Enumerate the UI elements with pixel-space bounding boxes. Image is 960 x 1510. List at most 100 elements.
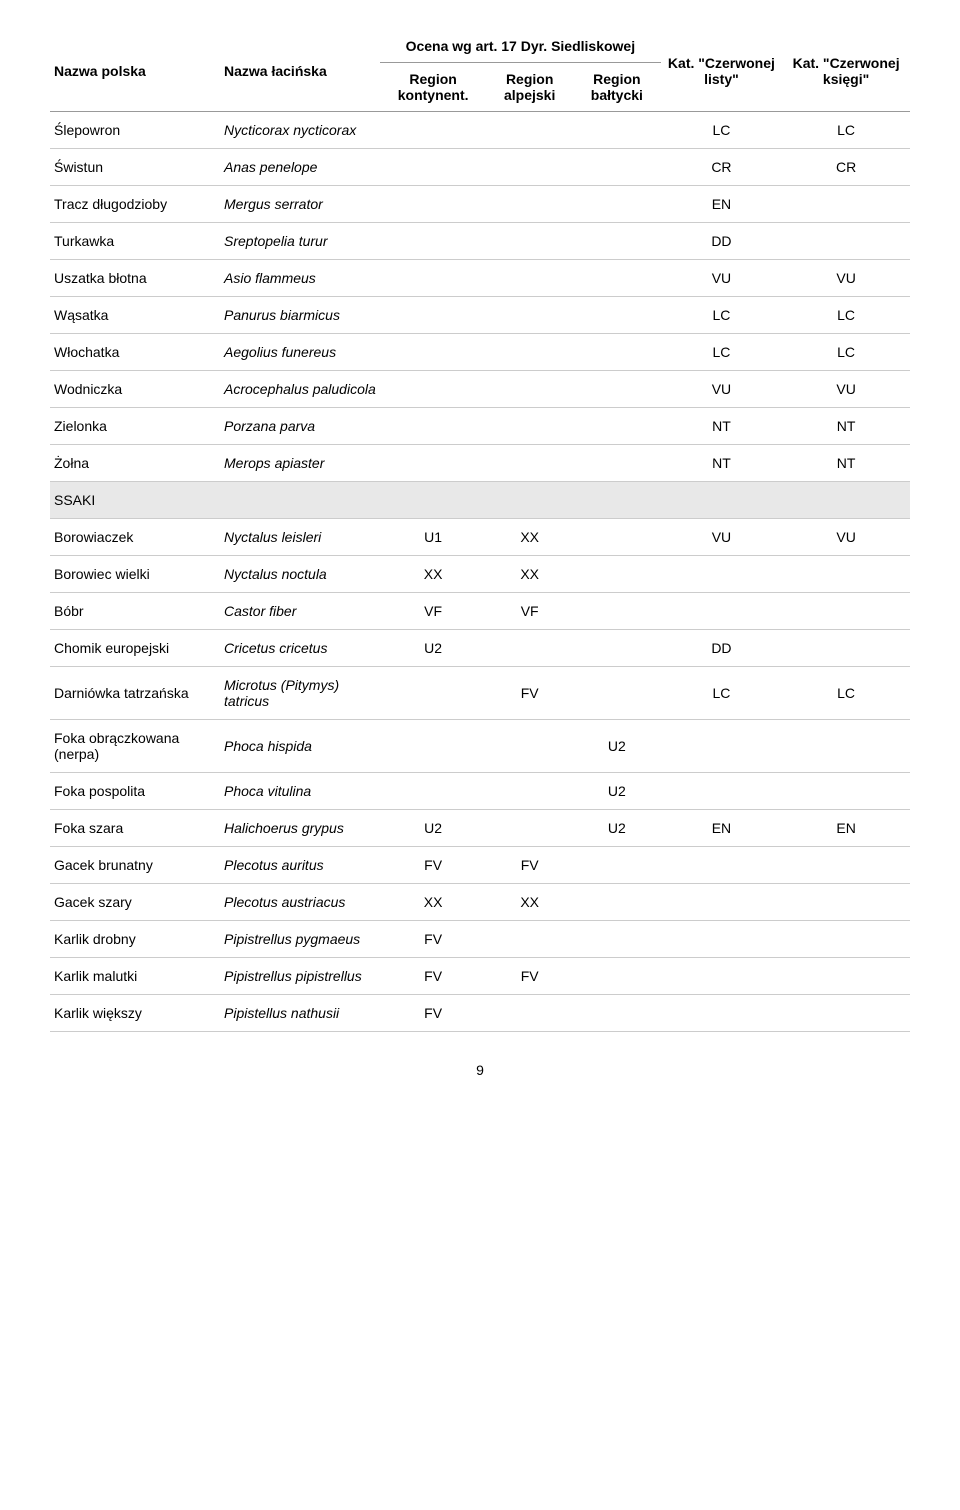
cell-name-la: Pipistrellus pipistrellus — [220, 958, 380, 995]
cell-red-book: VU — [782, 371, 910, 408]
cell-name-la: Anas penelope — [220, 149, 380, 186]
cell-name-pl: Żołna — [50, 445, 220, 482]
cell-region-balt: U2 — [573, 810, 661, 847]
col-red-book: Kat. "Czerwonej księgi" — [782, 30, 910, 112]
cell-red-list: LC — [661, 667, 783, 720]
cell-red-book: VU — [782, 519, 910, 556]
col-name-pl: Nazwa polska — [50, 30, 220, 112]
cell-region-alp — [486, 297, 573, 334]
cell-name-pl: Włochatka — [50, 334, 220, 371]
cell-region-balt — [573, 556, 661, 593]
cell-name-la: Porzana parva — [220, 408, 380, 445]
cell-name-la: Microtus (Pitymys) tatricus — [220, 667, 380, 720]
cell-red-list — [661, 884, 783, 921]
cell-region-alp — [486, 260, 573, 297]
cell-name-pl: Foka szara — [50, 810, 220, 847]
cell-red-list: NT — [661, 445, 783, 482]
cell-region-cont — [380, 445, 486, 482]
cell-region-cont — [380, 773, 486, 810]
cell-region-alp: VF — [486, 593, 573, 630]
cell-region-alp — [486, 810, 573, 847]
cell-red-book — [782, 630, 910, 667]
cell-region-balt — [573, 371, 661, 408]
cell-region-balt — [573, 186, 661, 223]
cell-region-balt — [573, 995, 661, 1032]
table-row: Foka pospolitaPhoca vitulinaU2 — [50, 773, 910, 810]
cell-red-book — [782, 884, 910, 921]
cell-red-book — [782, 773, 910, 810]
cell-region-balt — [573, 847, 661, 884]
cell-region-cont: FV — [380, 921, 486, 958]
cell-region-balt — [573, 223, 661, 260]
cell-region-alp: XX — [486, 556, 573, 593]
cell-region-alp — [486, 630, 573, 667]
table-row: Gacek brunatnyPlecotus auritusFVFV — [50, 847, 910, 884]
table-body: ŚlepowronNycticorax nycticoraxLCLCŚwistu… — [50, 112, 910, 1032]
cell-red-list — [661, 921, 783, 958]
cell-name-la: Asio flammeus — [220, 260, 380, 297]
cell-region-balt — [573, 921, 661, 958]
cell-red-book: VU — [782, 260, 910, 297]
cell-red-list — [661, 720, 783, 773]
species-table: Nazwa polska Nazwa łacińska Ocena wg art… — [50, 30, 910, 1032]
cell-region-alp — [486, 773, 573, 810]
table-row: Borowiec wielkiNyctalus noctulaXXXX — [50, 556, 910, 593]
cell-region-cont — [380, 186, 486, 223]
cell-red-list — [661, 958, 783, 995]
cell-red-list: LC — [661, 334, 783, 371]
table-row: Foka szaraHalichoerus grypusU2U2ENEN — [50, 810, 910, 847]
cell-red-book: LC — [782, 334, 910, 371]
table-row: Karlik większyPipistellus nathusiiFV — [50, 995, 910, 1032]
cell-red-book: EN — [782, 810, 910, 847]
cell-name-pl: Borowiaczek — [50, 519, 220, 556]
cell-red-list — [661, 773, 783, 810]
cell-name-la: Nyctalus leisleri — [220, 519, 380, 556]
cell-region-cont — [380, 408, 486, 445]
cell-name-pl: Karlik malutki — [50, 958, 220, 995]
cell-red-list: VU — [661, 519, 783, 556]
cell-name-la: Plecotus auritus — [220, 847, 380, 884]
table-header: Nazwa polska Nazwa łacińska Ocena wg art… — [50, 30, 910, 112]
cell-red-book: LC — [782, 297, 910, 334]
cell-name-la: Phoca hispida — [220, 720, 380, 773]
cell-region-balt: U2 — [573, 773, 661, 810]
cell-name-pl: Gacek szary — [50, 884, 220, 921]
cell-red-list: CR — [661, 149, 783, 186]
cell-region-alp — [486, 223, 573, 260]
table-row: Darniówka tatrzańskaMicrotus (Pitymys) t… — [50, 667, 910, 720]
cell-red-list: NT — [661, 408, 783, 445]
table-row: Gacek szaryPlecotus austriacusXXXX — [50, 884, 910, 921]
cell-red-book: NT — [782, 408, 910, 445]
cell-red-list: VU — [661, 371, 783, 408]
cell-region-alp — [486, 995, 573, 1032]
cell-region-balt — [573, 112, 661, 149]
cell-region-cont: XX — [380, 556, 486, 593]
cell-name-la: Merops apiaster — [220, 445, 380, 482]
cell-region-cont — [380, 371, 486, 408]
cell-name-la: Mergus serrator — [220, 186, 380, 223]
cell-red-list — [661, 995, 783, 1032]
cell-region-alp: FV — [486, 667, 573, 720]
table-row: Karlik drobnyPipistrellus pygmaeusFV — [50, 921, 910, 958]
cell-region-alp — [486, 112, 573, 149]
cell-region-balt — [573, 958, 661, 995]
cell-region-cont — [380, 297, 486, 334]
cell-name-pl: Turkawka — [50, 223, 220, 260]
cell-red-list: LC — [661, 112, 783, 149]
table-row: WodniczkaAcrocephalus paludicola VUVU — [50, 371, 910, 408]
cell-region-cont — [380, 112, 486, 149]
cell-red-book: NT — [782, 445, 910, 482]
cell-region-alp: XX — [486, 884, 573, 921]
cell-name-pl: Wodniczka — [50, 371, 220, 408]
cell-region-balt — [573, 260, 661, 297]
cell-region-cont — [380, 720, 486, 773]
cell-name-la: Acrocephalus paludicola — [220, 371, 380, 408]
cell-red-list — [661, 593, 783, 630]
cell-red-book — [782, 921, 910, 958]
table-row: Tracz długodziobyMergus serratorEN — [50, 186, 910, 223]
cell-region-cont — [380, 667, 486, 720]
cell-name-pl: Bóbr — [50, 593, 220, 630]
cell-name-la: Cricetus cricetus — [220, 630, 380, 667]
cell-red-list: EN — [661, 810, 783, 847]
cell-red-list: DD — [661, 223, 783, 260]
